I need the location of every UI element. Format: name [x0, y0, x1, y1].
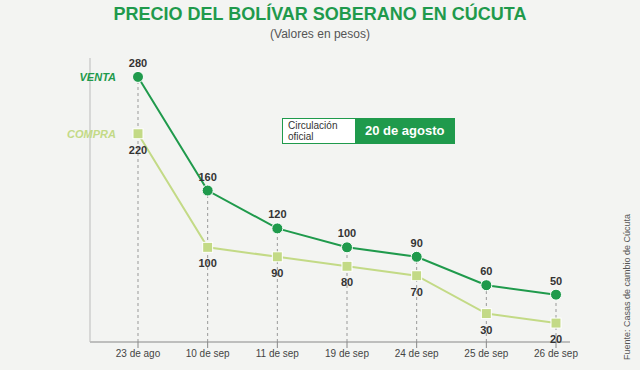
html-text:Fuente: Casas de cambio de Cúc: Fuente: Casas de cambio de Cúcuta [622, 213, 632, 360]
svg-text:70: 70 [411, 286, 423, 298]
svg-text:160: 160 [198, 171, 216, 183]
svg-text:24 de sep: 24 de sep [395, 348, 439, 359]
svg-text:23 de ago: 23 de ago [116, 348, 161, 359]
svg-text:30: 30 [480, 324, 492, 336]
svg-text:50: 50 [550, 275, 562, 287]
svg-text:60: 60 [480, 265, 492, 277]
svg-text:100: 100 [198, 257, 216, 269]
svg-text:VENTA: VENTA [80, 71, 117, 83]
html-text:20 de agosto: 20 de agosto [365, 123, 445, 138]
svg-text:COMPRA: COMPRA [67, 128, 116, 140]
svg-text:90: 90 [411, 237, 423, 249]
html-text:(Valores en pesos): (Valores en pesos) [270, 27, 370, 41]
svg-text:120: 120 [268, 208, 286, 220]
svg-text:11 de sep: 11 de sep [256, 348, 300, 359]
svg-text:20: 20 [550, 333, 562, 345]
html-text:PRECIO DEL BOLÍVAR SOBERANO EN: PRECIO DEL BOLÍVAR SOBERANO EN CÚCUTA [113, 4, 527, 24]
svg-text:10 de sep: 10 de sep [186, 348, 230, 359]
svg-text:100: 100 [338, 227, 356, 239]
svg-text:280: 280 [129, 57, 147, 69]
html-text:Circulación oficial: Circulación oficial [288, 120, 338, 142]
svg-text:80: 80 [341, 276, 353, 288]
svg-text:90: 90 [271, 267, 283, 279]
svg-text:25 de sep: 25 de sep [464, 348, 508, 359]
svg-text:26 de sep: 26 de sep [534, 348, 578, 359]
svg-text:19 de sep: 19 de sep [325, 348, 369, 359]
svg-text:220: 220 [129, 144, 147, 156]
